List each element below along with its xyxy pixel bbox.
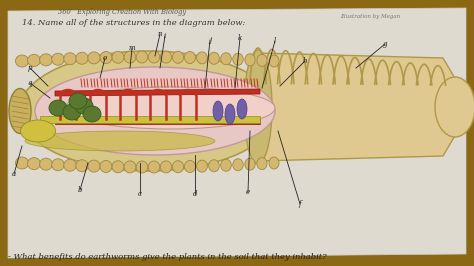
Ellipse shape <box>184 52 195 64</box>
Text: n: n <box>158 30 162 38</box>
Ellipse shape <box>233 53 243 65</box>
Ellipse shape <box>160 161 172 173</box>
Text: q: q <box>28 79 32 87</box>
Ellipse shape <box>63 104 81 120</box>
Ellipse shape <box>64 159 76 171</box>
Text: j: j <box>209 36 211 44</box>
Ellipse shape <box>233 159 243 171</box>
Text: k: k <box>238 34 242 42</box>
Ellipse shape <box>209 160 219 172</box>
Ellipse shape <box>88 52 100 64</box>
Ellipse shape <box>27 157 40 170</box>
Ellipse shape <box>435 77 474 137</box>
Ellipse shape <box>100 52 112 64</box>
Ellipse shape <box>148 161 160 173</box>
Ellipse shape <box>9 89 31 134</box>
Text: d: d <box>193 190 197 198</box>
Ellipse shape <box>244 50 272 164</box>
Text: l: l <box>274 37 276 45</box>
Ellipse shape <box>148 51 160 63</box>
Ellipse shape <box>19 51 277 171</box>
Ellipse shape <box>40 158 52 170</box>
Text: o: o <box>103 54 107 62</box>
Text: a: a <box>12 170 16 178</box>
Text: g: g <box>383 40 387 48</box>
Ellipse shape <box>124 51 136 63</box>
Ellipse shape <box>25 131 215 151</box>
Ellipse shape <box>269 55 279 67</box>
Ellipse shape <box>49 100 67 116</box>
Ellipse shape <box>76 52 88 64</box>
Ellipse shape <box>245 158 255 170</box>
Ellipse shape <box>16 157 28 169</box>
Polygon shape <box>40 116 260 123</box>
Ellipse shape <box>173 51 183 63</box>
Polygon shape <box>55 89 260 96</box>
Ellipse shape <box>40 54 52 66</box>
Text: h: h <box>303 57 307 65</box>
Text: b: b <box>78 186 82 194</box>
Ellipse shape <box>83 106 101 122</box>
Text: f: f <box>299 200 301 208</box>
Ellipse shape <box>221 159 231 171</box>
Ellipse shape <box>88 160 100 172</box>
Ellipse shape <box>124 161 136 173</box>
Ellipse shape <box>65 87 275 129</box>
Ellipse shape <box>269 157 279 169</box>
Ellipse shape <box>75 98 93 114</box>
Ellipse shape <box>64 53 76 65</box>
Ellipse shape <box>197 160 208 172</box>
Text: - What benefits do earthworms give the plants in the soil that they inhabit?: - What benefits do earthworms give the p… <box>8 253 327 261</box>
Ellipse shape <box>197 52 208 64</box>
Text: 360   Exploring Creation With Biology: 360 Exploring Creation With Biology <box>58 8 186 16</box>
Ellipse shape <box>213 101 223 121</box>
Ellipse shape <box>69 93 87 109</box>
Ellipse shape <box>225 104 235 124</box>
Ellipse shape <box>100 160 112 172</box>
Text: i: i <box>164 32 166 40</box>
Ellipse shape <box>257 55 267 66</box>
Ellipse shape <box>237 99 247 119</box>
Ellipse shape <box>245 54 255 66</box>
Ellipse shape <box>136 51 148 63</box>
Ellipse shape <box>209 52 219 64</box>
Polygon shape <box>258 53 463 161</box>
Ellipse shape <box>112 161 124 173</box>
Ellipse shape <box>112 51 124 63</box>
Ellipse shape <box>221 53 231 65</box>
Ellipse shape <box>173 161 183 173</box>
Text: Illustration by Megan: Illustration by Megan <box>340 14 400 19</box>
Text: m: m <box>128 44 135 52</box>
Ellipse shape <box>184 160 195 172</box>
Ellipse shape <box>160 51 172 63</box>
Text: e: e <box>246 188 250 196</box>
Ellipse shape <box>136 161 148 173</box>
Ellipse shape <box>27 55 40 66</box>
Polygon shape <box>8 8 466 258</box>
Ellipse shape <box>76 160 88 172</box>
Polygon shape <box>55 119 260 124</box>
Ellipse shape <box>257 157 267 170</box>
Ellipse shape <box>16 55 28 67</box>
Text: 14. Name all of the structures in the diagram below:: 14. Name all of the structures in the di… <box>22 19 246 27</box>
Ellipse shape <box>20 120 55 142</box>
Ellipse shape <box>52 53 64 65</box>
Ellipse shape <box>35 67 275 155</box>
Text: p: p <box>28 64 32 72</box>
Ellipse shape <box>52 159 64 171</box>
Text: c: c <box>138 190 142 198</box>
